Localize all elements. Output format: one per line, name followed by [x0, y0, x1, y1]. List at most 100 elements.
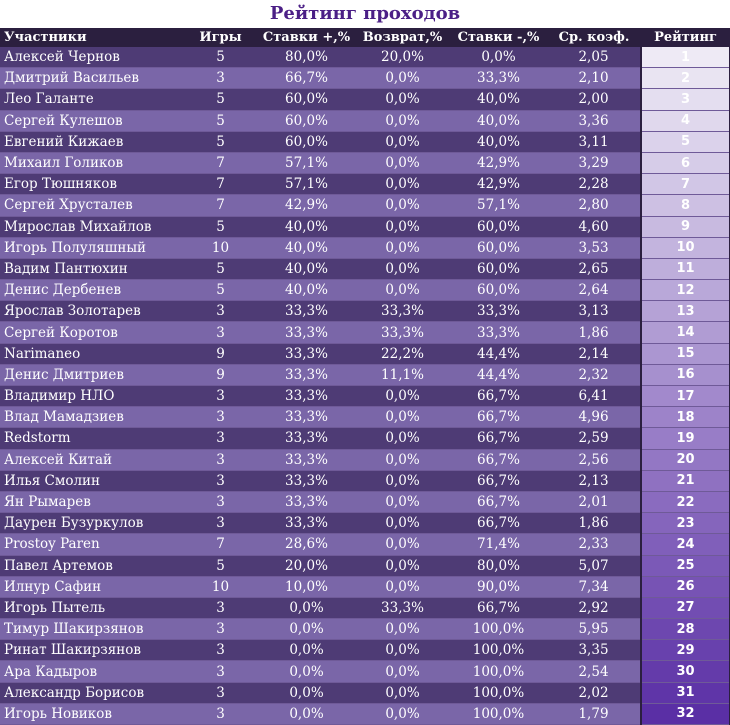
rating-cell: 32: [640, 703, 730, 725]
rating-cell: 8: [640, 194, 730, 217]
avg-coef-cell: 3,36: [547, 110, 641, 132]
participant-name-cell: Narimaneo: [0, 343, 183, 365]
participant-name-cell: Сергей Хрусталев: [0, 194, 183, 217]
games-cell: 3: [183, 449, 258, 471]
bets-plus-cell: 0,0%: [258, 597, 355, 620]
bets-minus-cell: 60,0%: [450, 258, 547, 281]
participant-name-cell: Евгений Кижаев: [0, 131, 183, 153]
bets-minus-cell: 66,7%: [450, 427, 547, 450]
bets-minus-cell: 33,3%: [450, 300, 547, 323]
refund-cell: 33,3%: [355, 300, 450, 323]
games-cell: 5: [183, 88, 258, 111]
table-row: Александр Борисов 3 0,0% 0,0% 100,0% 2,02 31: [0, 682, 730, 704]
table-body: Алексей Чернов 5 80,0% 20,0% 0,0% 2,05 1 Дмитри…: [0, 47, 730, 725]
rating-cell: 27: [640, 597, 730, 620]
bets-plus-cell: 33,3%: [258, 470, 355, 492]
bets-plus-cell: 57,1%: [258, 173, 355, 196]
participant-name-cell: Владимир НЛО: [0, 385, 183, 408]
avg-coef-cell: 2,59: [547, 427, 641, 450]
rating-cell: 13: [640, 300, 730, 323]
table-title: Рейтинг проходов: [0, 0, 730, 28]
refund-cell: 0,0%: [355, 576, 450, 598]
participant-name-cell: Павел Артемов: [0, 555, 183, 577]
games-cell: 7: [183, 194, 258, 217]
bets-minus-cell: 71,4%: [450, 533, 547, 556]
bets-plus-cell: 40,0%: [258, 216, 355, 238]
bets-minus-cell: 100,0%: [450, 618, 547, 641]
header-row: Участники Игры Ставки +,% Возврат,% Став…: [0, 28, 730, 47]
games-cell: 3: [183, 703, 258, 725]
participant-name-cell: Лео Галанте: [0, 88, 183, 111]
bets-minus-cell: 66,7%: [450, 597, 547, 620]
bets-minus-cell: 40,0%: [450, 88, 547, 111]
avg-coef-cell: 2,28: [547, 173, 641, 196]
avg-coef-cell: 2,33: [547, 533, 641, 556]
header-bets-plus: Ставки +,%: [262, 30, 351, 45]
bets-minus-cell: 60,0%: [450, 216, 547, 238]
avg-coef-cell: 2,13: [547, 470, 641, 492]
bets-minus-cell: 40,0%: [450, 110, 547, 132]
rating-cell: 2: [640, 67, 730, 90]
participant-name-cell: Ара Кадыров: [0, 660, 183, 683]
rating-cell: 19: [640, 427, 730, 450]
rating-cell: 16: [640, 364, 730, 387]
table-row: Сергей Хрусталев 7 42,9% 0,0% 57,1% 2,80 8: [0, 194, 730, 217]
refund-cell: 0,0%: [355, 470, 450, 492]
refund-cell: 0,0%: [355, 449, 450, 471]
games-cell: 5: [183, 216, 258, 238]
participant-name-cell: Ринат Шакирзянов: [0, 639, 183, 662]
games-cell: 3: [183, 597, 258, 620]
games-cell: 5: [183, 47, 258, 69]
avg-coef-cell: 3,11: [547, 131, 641, 153]
games-cell: 3: [183, 682, 258, 704]
bets-minus-cell: 33,3%: [450, 321, 547, 344]
bets-minus-cell: 44,4%: [450, 364, 547, 387]
rating-cell: 31: [640, 682, 730, 704]
participant-name-cell: Redstorm: [0, 427, 183, 450]
participant-name-cell: Игорь Новиков: [0, 703, 183, 725]
rating-cell: 22: [640, 491, 730, 514]
participant-name-cell: Ярослав Золотарев: [0, 300, 183, 323]
avg-coef-cell: 2,10: [547, 67, 641, 90]
avg-coef-cell: 1,86: [547, 512, 641, 535]
participant-name-cell: Михаил Голиков: [0, 152, 183, 175]
refund-cell: 0,0%: [355, 152, 450, 175]
participant-name-cell: Дмитрий Васильев: [0, 67, 183, 90]
avg-coef-cell: 4,60: [547, 216, 641, 238]
rating-cell: 3: [640, 88, 730, 111]
games-cell: 5: [183, 279, 258, 302]
refund-cell: 0,0%: [355, 110, 450, 132]
rating-cell: 24: [640, 533, 730, 556]
header-games: Игры: [199, 30, 242, 45]
avg-coef-cell: 1,79: [547, 703, 641, 725]
rating-cell: 15: [640, 343, 730, 365]
rating-cell: 18: [640, 406, 730, 429]
games-cell: 3: [183, 300, 258, 323]
games-cell: 5: [183, 258, 258, 281]
table-row: Лео Галанте 5 60,0% 0,0% 40,0% 2,00 3: [0, 88, 730, 111]
games-cell: 3: [183, 427, 258, 450]
bets-plus-cell: 33,3%: [258, 343, 355, 365]
bets-plus-cell: 10,0%: [258, 576, 355, 598]
rating-cell: 25: [640, 555, 730, 577]
avg-coef-cell: 2,01: [547, 491, 641, 514]
participant-name-cell: Илнур Сафин: [0, 576, 183, 598]
bets-minus-cell: 33,3%: [450, 67, 547, 90]
bets-plus-cell: 0,0%: [258, 639, 355, 662]
games-cell: 10: [183, 576, 258, 598]
rating-cell: 14: [640, 321, 730, 344]
participant-name-cell: Игорь Пытель: [0, 597, 183, 620]
table-row: Вадим Пантюхин 5 40,0% 0,0% 60,0% 2,65 11: [0, 258, 730, 281]
bets-minus-cell: 60,0%: [450, 279, 547, 302]
bets-plus-cell: 20,0%: [258, 555, 355, 577]
refund-cell: 0,0%: [355, 639, 450, 662]
table-row: Денис Дмитриев 9 33,3% 11,1% 44,4% 2,32 16: [0, 364, 730, 387]
games-cell: 5: [183, 131, 258, 153]
refund-cell: 22,2%: [355, 343, 450, 365]
avg-coef-cell: 2,32: [547, 364, 641, 387]
games-cell: 5: [183, 110, 258, 132]
bets-minus-cell: 0,0%: [450, 47, 547, 69]
table-row: Ян Рымарев 3 33,3% 0,0% 66,7% 2,01 22: [0, 491, 730, 514]
avg-coef-cell: 2,54: [547, 660, 641, 683]
games-cell: 10: [183, 237, 258, 259]
